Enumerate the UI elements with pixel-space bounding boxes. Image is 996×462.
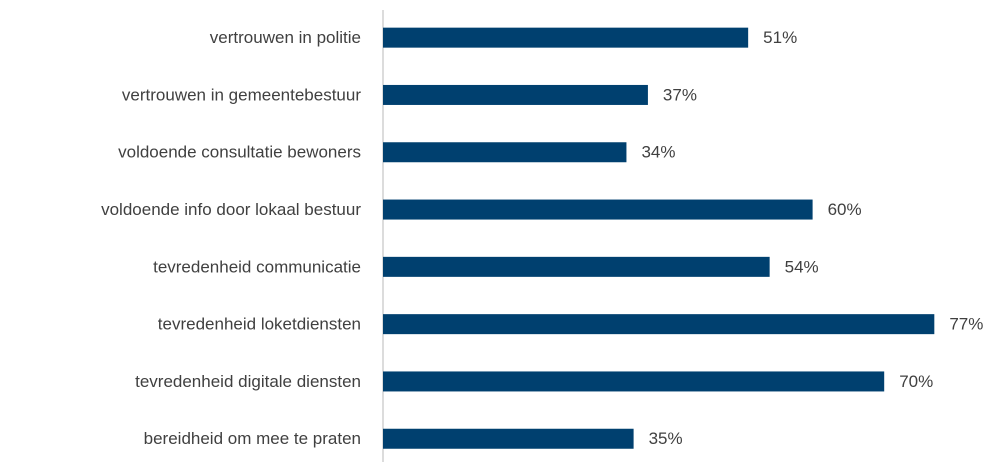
value-label: 51%	[763, 28, 797, 47]
value-label: 37%	[663, 85, 697, 104]
category-label: tevredenheid loketdiensten	[158, 315, 361, 334]
category-label: tevredenheid digitale diensten	[135, 372, 361, 391]
bar	[383, 27, 749, 48]
category-label: bereidheid om mee te praten	[144, 429, 361, 448]
bar	[383, 142, 627, 163]
bar	[383, 256, 770, 277]
bar	[383, 371, 885, 392]
bar	[383, 84, 648, 105]
category-label: voldoende info door lokaal bestuur	[101, 200, 361, 219]
value-label: 70%	[899, 372, 933, 391]
value-label: 77%	[949, 315, 983, 334]
category-label: voldoende consultatie bewoners	[118, 143, 361, 162]
category-label: tevredenheid communicatie	[153, 257, 361, 276]
bar	[383, 428, 634, 449]
value-label: 35%	[649, 429, 683, 448]
value-label: 54%	[785, 257, 819, 276]
category-label: vertrouwen in gemeentebestuur	[122, 85, 361, 104]
value-label: 34%	[641, 143, 675, 162]
bar	[383, 314, 935, 335]
category-label: vertrouwen in politie	[210, 28, 361, 47]
bar	[383, 199, 813, 220]
value-label: 60%	[828, 200, 862, 219]
